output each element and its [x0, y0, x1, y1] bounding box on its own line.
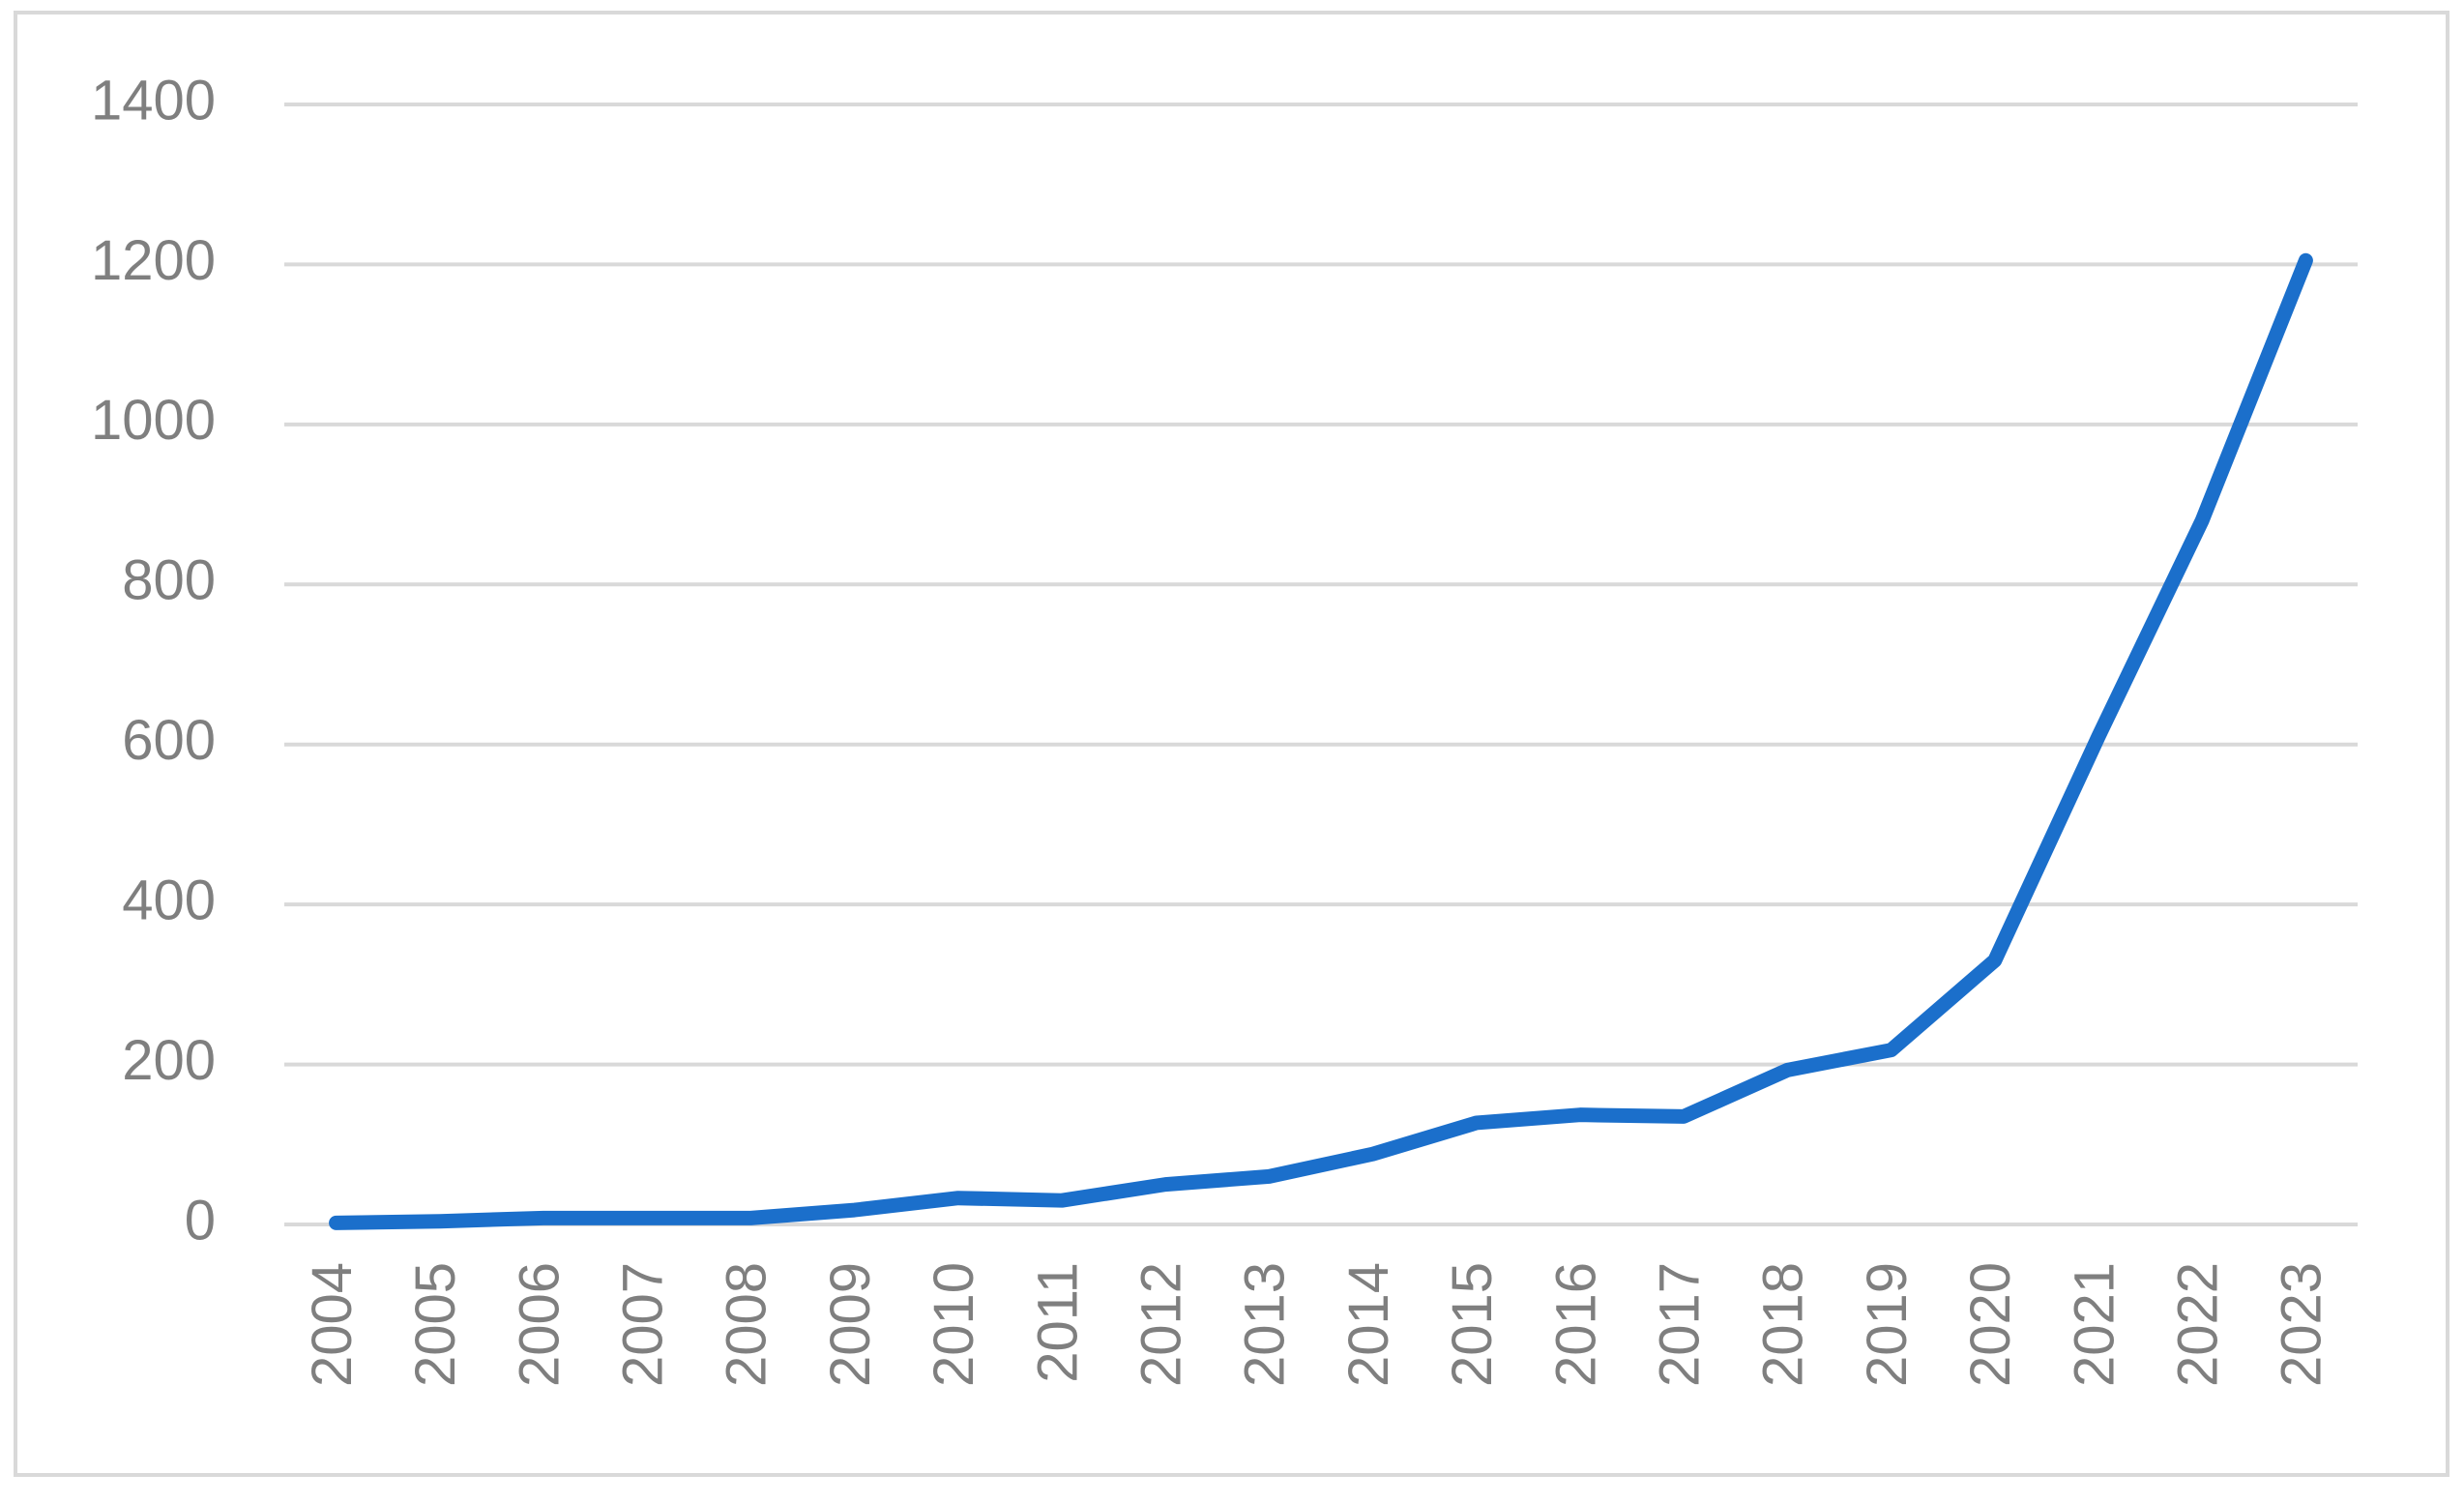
y-tick-label: 0 [185, 1189, 216, 1252]
x-tick-label: 2007 [612, 1262, 675, 1387]
x-tick-label: 2009 [819, 1262, 882, 1387]
y-tick-label: 1000 [91, 389, 216, 452]
x-tick-label: 2021 [2063, 1262, 2126, 1387]
x-tick-label: 2015 [1441, 1262, 1504, 1387]
x-tick-label: 2011 [1026, 1262, 1089, 1383]
x-tick-label: 2018 [1752, 1262, 1815, 1387]
x-tick-label: 2005 [404, 1262, 467, 1387]
y-tick-label: 1400 [91, 69, 216, 132]
x-tick-label: 2022 [2167, 1262, 2230, 1387]
x-tick-label: 2020 [1959, 1262, 2022, 1387]
data-line [329, 252, 2313, 1230]
x-tick-label: 2017 [1649, 1262, 1712, 1387]
y-tick-label: 600 [122, 709, 216, 772]
x-tick-label: 2019 [1856, 1262, 1919, 1387]
x-tick-label: 2013 [1234, 1262, 1297, 1387]
x-tick-label: 2014 [1337, 1262, 1400, 1387]
y-tick-label: 200 [122, 1029, 216, 1092]
y-tick-label: 800 [122, 549, 216, 612]
y-tick-label: 400 [122, 869, 216, 931]
x-tick-label: 2010 [923, 1262, 985, 1387]
x-tick-label: 2012 [1130, 1262, 1193, 1387]
y-tick-label: 1200 [91, 229, 216, 292]
x-tick-label: 2008 [716, 1262, 778, 1387]
x-tick-label: 2004 [301, 1262, 364, 1387]
x-tick-label: 2006 [508, 1262, 571, 1387]
x-tick-label: 2016 [1544, 1262, 1607, 1387]
x-tick-label: 2023 [2271, 1262, 2333, 1387]
